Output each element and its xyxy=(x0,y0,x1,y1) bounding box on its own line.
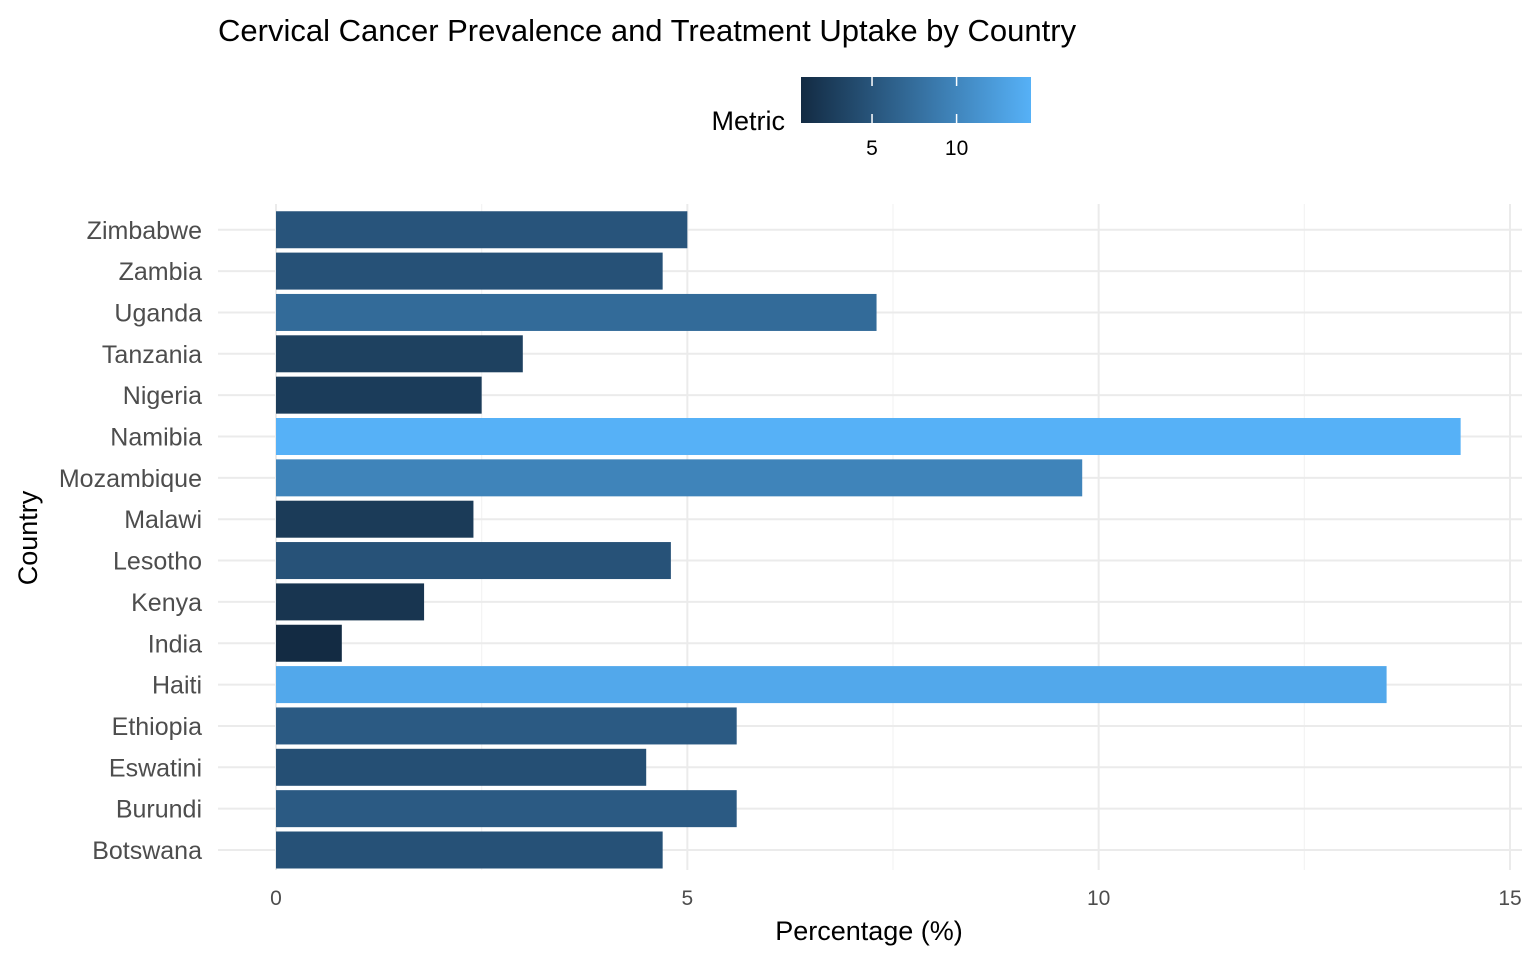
bar xyxy=(276,376,482,414)
x-axis-ticks: 0 5 10 15 xyxy=(270,887,1522,910)
y-tick-label: Botswana xyxy=(92,837,202,865)
bar xyxy=(276,790,737,828)
bar xyxy=(276,293,877,331)
bar xyxy=(276,211,688,249)
y-tick-label: Nigeria xyxy=(123,382,202,410)
bar xyxy=(276,707,737,745)
y-axis-ticks: Botswana Burundi Eswatini Ethiopia Haiti Indi… xyxy=(59,217,202,865)
y-tick-label: Eswatini xyxy=(109,754,202,782)
x-tick-label: 0 xyxy=(270,887,282,910)
legend-title: Metric xyxy=(712,106,786,136)
bar xyxy=(276,666,1387,704)
bar xyxy=(276,748,647,786)
bar xyxy=(276,500,474,538)
bar xyxy=(276,459,1083,497)
y-tick-label: Haiti xyxy=(152,672,202,700)
bar xyxy=(276,418,1461,455)
y-tick-label: Malawi xyxy=(124,506,202,534)
y-tick-label: Uganda xyxy=(114,299,202,327)
legend-tick-label: 5 xyxy=(866,137,878,160)
x-tick-label: 10 xyxy=(1087,887,1110,910)
y-tick-label: India xyxy=(148,630,202,658)
legend: Metric 5 10 xyxy=(712,77,1031,160)
y-axis-title: Country xyxy=(13,490,43,585)
legend-tick-label: 10 xyxy=(945,137,968,160)
x-tick-label: 15 xyxy=(1498,887,1521,910)
y-tick-label: Kenya xyxy=(131,589,202,617)
y-tick-label: Tanzania xyxy=(102,341,202,369)
y-tick-label: Burundi xyxy=(116,796,202,824)
y-tick-label: Lesotho xyxy=(113,548,202,576)
legend-colorbar xyxy=(801,77,1031,123)
y-tick-label: Ethiopia xyxy=(112,713,202,741)
chart-title: Cervical Cancer Prevalence and Treatment… xyxy=(218,13,1077,48)
y-tick-label: Namibia xyxy=(110,424,202,452)
bar xyxy=(276,583,425,621)
x-axis-title: Percentage (%) xyxy=(775,916,963,946)
bar xyxy=(276,335,523,373)
x-tick-label: 5 xyxy=(681,887,693,910)
bar xyxy=(276,831,663,869)
y-tick-label: Zimbabwe xyxy=(87,217,202,245)
bar xyxy=(276,542,671,580)
y-tick-label: Mozambique xyxy=(59,465,202,493)
bar xyxy=(276,624,342,662)
bar xyxy=(276,252,663,290)
bars xyxy=(276,211,1461,869)
y-tick-label: Zambia xyxy=(119,258,202,286)
